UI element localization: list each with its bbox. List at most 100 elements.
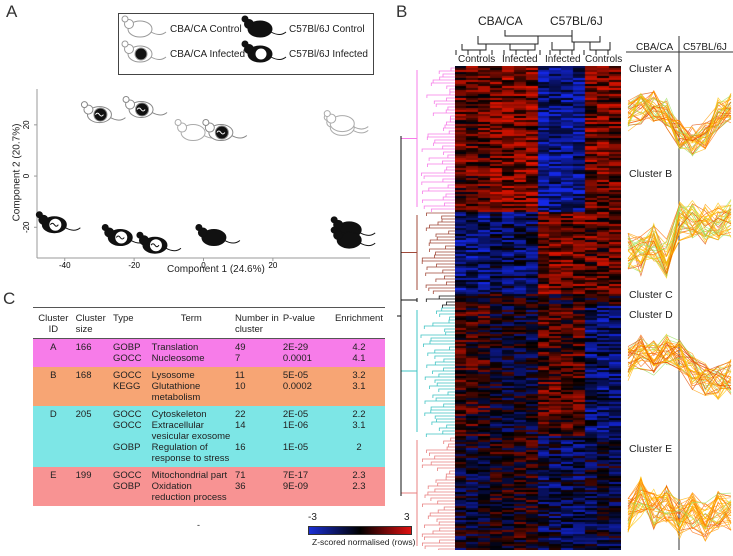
pca-point <box>80 101 126 124</box>
cell-cluster <box>33 353 74 367</box>
dendro-branch <box>434 488 455 492</box>
dendro-branch <box>442 430 455 434</box>
dendro-branch <box>442 196 455 200</box>
dendro-branch <box>447 184 455 188</box>
dendro-branch <box>425 433 455 437</box>
dendro-branch <box>450 67 455 71</box>
dendro-branch <box>432 290 455 294</box>
profile-line <box>627 99 732 146</box>
dendro-branch <box>424 536 455 540</box>
dendro-branch <box>439 527 455 531</box>
dendro-branch <box>430 409 455 413</box>
cell-type: KEGG <box>110 381 150 406</box>
dendro-branch <box>427 491 455 495</box>
table-row: B 168 GOCC Lysosome 11 5E-05 3.2 <box>33 367 385 381</box>
group-label-controls-2: Controls <box>585 54 623 65</box>
profile-header-c57: C57BL/6J <box>683 42 727 53</box>
cell-size <box>73 481 111 506</box>
group-label-infected-2: Infected <box>545 54 581 65</box>
dendro-branch <box>427 352 455 356</box>
panel-b-letter: B <box>396 2 408 21</box>
dendro-branch <box>422 503 455 507</box>
y-tick-label: -20 <box>22 221 31 233</box>
pca-point <box>202 119 248 142</box>
cell-term: Regulation of response to stress <box>149 442 233 467</box>
profile-line <box>627 490 732 528</box>
dendro-branch <box>445 245 455 249</box>
dendro-branch <box>424 376 455 380</box>
cell-pvalue: 1E-05 <box>280 442 333 467</box>
cell-enrichment: 2.3 <box>332 481 385 506</box>
cluster-d-label: Cluster D <box>629 309 673 321</box>
col-dendro-infected-b <box>551 42 575 51</box>
profile-line <box>627 206 732 268</box>
dendro-branch <box>446 446 455 450</box>
legend-cba-infected: CBA/CA Infected <box>170 49 246 60</box>
header-number: Number in cluster <box>232 307 281 339</box>
cell-term: Translation <box>149 338 233 353</box>
dendro-branch <box>447 391 455 395</box>
dendro-branch <box>426 364 455 368</box>
dendro-branch <box>442 160 455 164</box>
dendro-branch <box>428 287 455 291</box>
dendro-branch <box>421 181 455 185</box>
dendro-branch <box>438 70 455 74</box>
pca-x-label: Component 1 (24.6%) <box>167 264 265 275</box>
dendro-branch <box>432 530 455 534</box>
dendro-branch <box>422 458 455 462</box>
dendro-branch <box>450 437 455 441</box>
dendro-branch <box>433 100 455 104</box>
cell-size <box>73 381 111 406</box>
cell-number: 71 <box>232 467 281 481</box>
cluster-b-label: Cluster B <box>629 168 673 180</box>
scale-label: Z-scored normalised (rows) <box>312 537 416 547</box>
cell-pvalue: 1E-06 <box>280 420 333 442</box>
cell-enrichment: 2 <box>332 442 385 467</box>
x-tick-label: -20 <box>128 261 140 270</box>
dendro-branch <box>426 266 455 270</box>
dendro-branch <box>449 316 455 320</box>
profile-line <box>627 96 732 157</box>
dendro-branch <box>421 257 455 261</box>
dendro-branch <box>436 263 455 267</box>
dendro-branch <box>429 239 455 243</box>
dendro-branch <box>432 370 455 374</box>
table-row: GOBP Oxidation reduction process 36 9E-09 2.… <box>33 481 385 506</box>
dendro-branch <box>448 230 455 234</box>
dendro-branch <box>428 242 455 246</box>
dendro-branch <box>436 418 455 422</box>
dendro-branch <box>420 334 455 338</box>
cell-cluster <box>33 420 74 442</box>
dendro-branch <box>443 440 455 444</box>
dendro-branch <box>421 172 455 176</box>
dendro-branch <box>434 349 455 353</box>
strain-label-c57: C57BL/6J <box>550 14 603 28</box>
dendro-branch <box>430 337 455 341</box>
dendro-branch <box>426 94 455 98</box>
dendro-branch <box>441 218 455 222</box>
dendro-branch <box>423 325 455 329</box>
profile-line <box>627 96 732 142</box>
cell-cluster <box>33 442 74 467</box>
profile-line <box>627 352 732 391</box>
profile-line <box>627 497 732 538</box>
profile-line <box>628 499 732 529</box>
pca-point <box>122 95 168 118</box>
dendro-branch <box>429 512 455 516</box>
legend-c57-control: C57Bl/6J Control <box>289 24 365 35</box>
cluster-c-label: Cluster C <box>629 289 673 301</box>
cell-pvalue: 2E-29 <box>280 338 333 353</box>
dendro-branch <box>446 97 455 101</box>
dendro-branch <box>434 355 455 359</box>
dendro-branch <box>445 473 455 477</box>
dendro-trunk <box>401 215 418 290</box>
cell-pvalue: 7E-17 <box>280 467 333 481</box>
profile-line <box>627 493 732 533</box>
cell-term: Lysosome <box>149 367 233 381</box>
profile-line <box>627 341 732 391</box>
dendro-branch <box>431 208 455 212</box>
y-tick-label: 0 <box>22 173 31 178</box>
dendro-branch <box>447 154 455 158</box>
